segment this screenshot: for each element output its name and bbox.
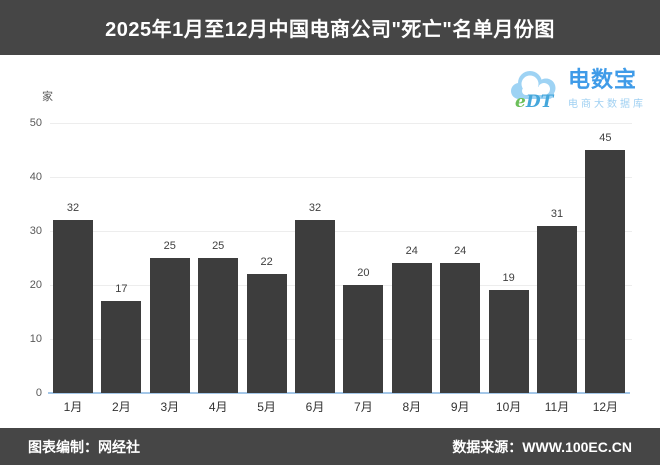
logo-brand-name: 电数宝 xyxy=(568,66,638,92)
bar-value-label: 22 xyxy=(260,256,273,268)
bar-value-label: 25 xyxy=(212,240,225,252)
x-tick-label: 3月 xyxy=(160,400,180,414)
gridline xyxy=(50,122,632,124)
edt-cloud-icon: eDT xyxy=(508,66,564,112)
gridline xyxy=(50,176,632,178)
x-tick-label: 7月 xyxy=(354,400,373,414)
x-tick-label: 2月 xyxy=(112,400,131,414)
bar-4月 xyxy=(198,258,239,393)
y-tick-label: 10 xyxy=(29,333,42,345)
bar-8月 xyxy=(391,263,432,393)
y-tick-label: 30 xyxy=(29,225,42,237)
y-tick-label: 20 xyxy=(29,279,42,291)
edt-wordmark: eDT xyxy=(515,94,553,111)
bar-11月 xyxy=(537,226,577,393)
bar-value-label: 19 xyxy=(502,272,515,284)
edt-letters-dt: DT xyxy=(525,92,554,112)
x-axis-line xyxy=(48,392,630,394)
bar-value-label: 31 xyxy=(550,208,564,220)
x-tick-label: 8月 xyxy=(402,400,422,414)
bar-value-label: 32 xyxy=(66,202,80,214)
x-tick-label: 5月 xyxy=(257,400,276,414)
chart-title: 2025年1月至12月中国电商公司"死亡"名单月份图 xyxy=(105,19,555,41)
bar-7月 xyxy=(343,285,384,393)
footer-band: 图表编制：网经社 数据来源：WWW.100EC.CN xyxy=(0,428,660,465)
bar-1月 xyxy=(53,220,93,393)
bar-value-label: 32 xyxy=(308,202,322,214)
y-axis-unit-label: 家 xyxy=(42,91,53,103)
y-tick-label: 0 xyxy=(35,387,42,399)
cloud-shape xyxy=(511,71,556,99)
bar-value-label: 17 xyxy=(115,283,128,295)
y-tick-label: 40 xyxy=(29,171,42,183)
bar-6月 xyxy=(295,220,335,393)
x-tick-label: 4月 xyxy=(208,400,228,414)
bar-3月 xyxy=(149,258,190,393)
edt-logo: eDT 电数宝 电商大数据库 xyxy=(508,60,650,118)
x-tick-label: 11月 xyxy=(544,400,570,414)
header-band: 2025年1月至12月中国电商公司"死亡"名单月份图 xyxy=(0,0,660,55)
x-tick-label: 1月 xyxy=(63,400,83,414)
x-tick-label: 10月 xyxy=(495,400,522,414)
x-tick-label: 6月 xyxy=(305,400,325,414)
bar-10月 xyxy=(488,290,529,393)
gridline xyxy=(50,284,632,286)
bar-2月 xyxy=(101,301,142,393)
logo-text: 电数宝 电商大数据库 xyxy=(568,66,646,111)
bar-12月 xyxy=(585,150,626,393)
logo-tagline: 电商大数据库 xyxy=(568,99,646,111)
footer-source: 数据来源：WWW.100EC.CN xyxy=(452,438,632,455)
x-tick-label: 9月 xyxy=(450,400,470,414)
edt-letter-e: e xyxy=(515,92,526,112)
bar-value-label: 20 xyxy=(357,267,370,279)
bar-5月 xyxy=(246,274,287,393)
bar-value-label: 25 xyxy=(163,240,176,252)
bar-value-label: 24 xyxy=(454,245,467,257)
gridline xyxy=(50,338,632,340)
bar-chart: 家 0 10 20 30 40 50 32 1月 17 2月 25 3月 25 4月 22 5月 32 6月 20 7… xyxy=(0,55,660,428)
gridline xyxy=(50,230,632,232)
bar-value-label: 24 xyxy=(405,245,418,257)
bar-9月 xyxy=(440,263,481,393)
y-tick-label: 50 xyxy=(29,117,42,129)
x-tick-label: 12月 xyxy=(592,400,619,414)
bar-value-label: 45 xyxy=(599,132,612,144)
footer-credit: 图表编制：网经社 xyxy=(28,438,140,455)
